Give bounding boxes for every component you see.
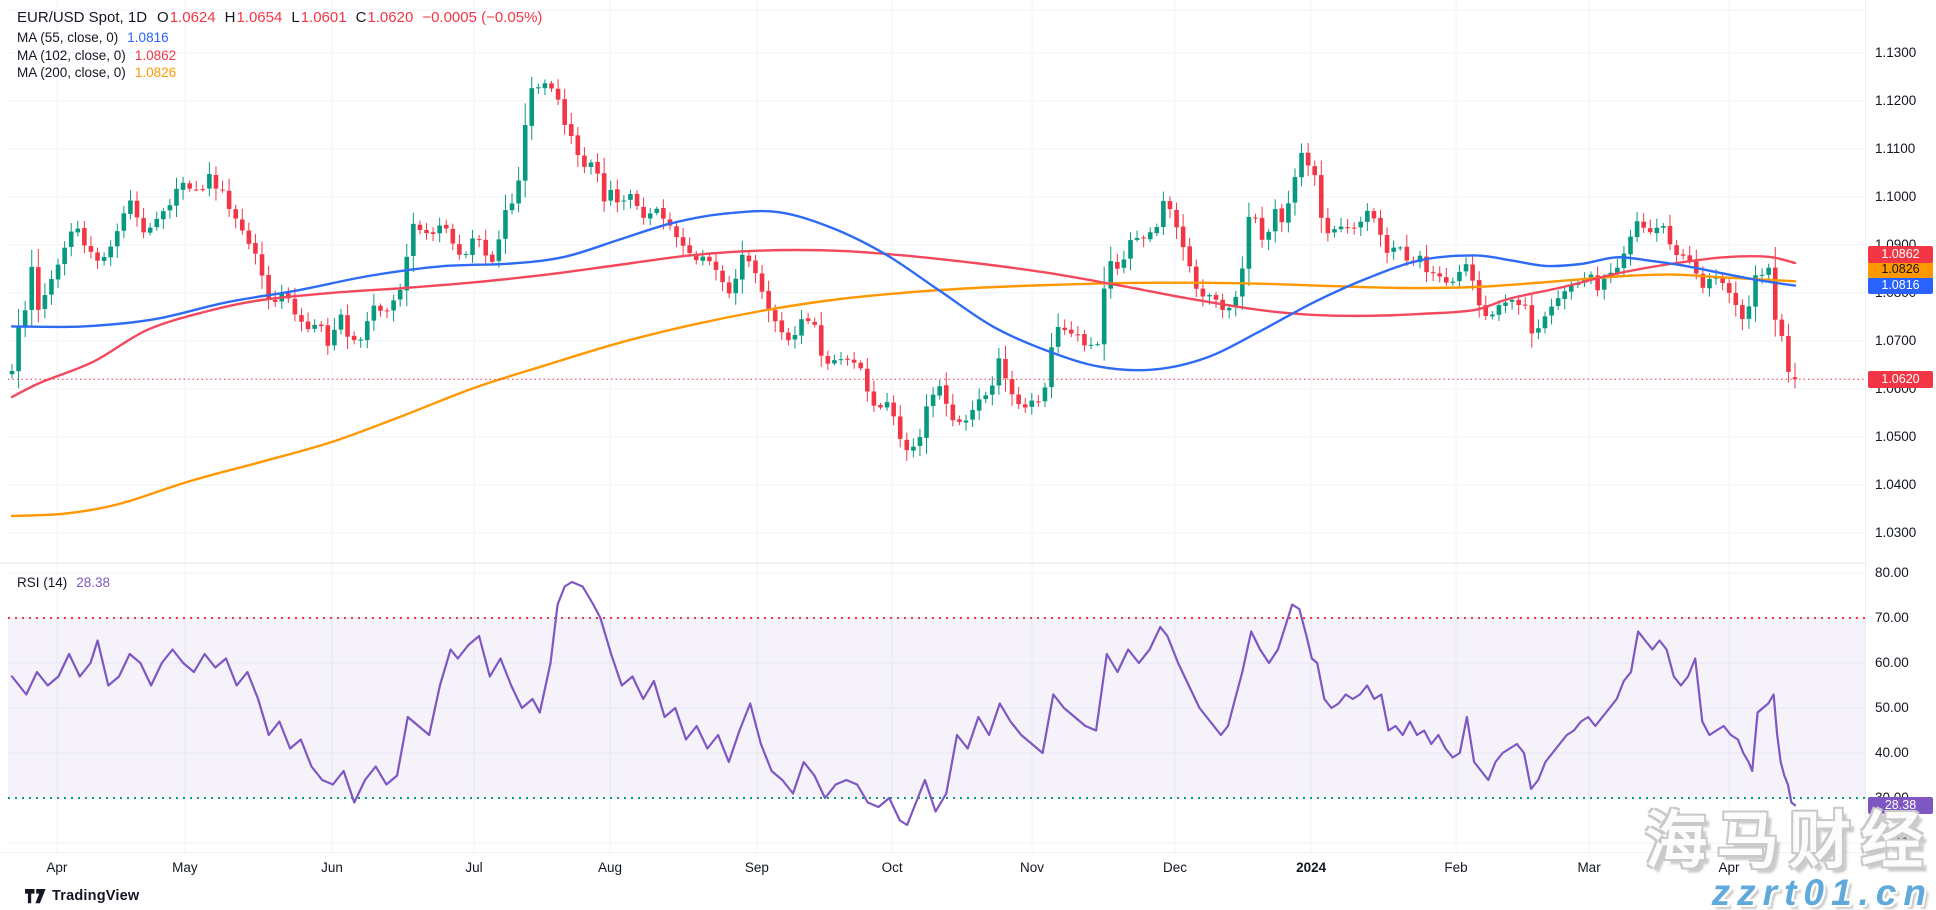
symbol-ohlc-row: EUR/USD Spot, 1D O1.0624 H1.0654 L1.0601…: [17, 9, 542, 30]
gridlines: [8, 0, 1866, 853]
current-price-badge: 1.0620: [1868, 370, 1933, 388]
ma200-label: MA (200, close, 0): [17, 65, 126, 80]
time-axis-label: Nov: [1020, 860, 1045, 875]
time-axis-label: Feb: [1444, 860, 1468, 875]
rsi-axis-label: 20.00: [1875, 835, 1909, 850]
ohlc-open: O1.0624: [157, 9, 216, 26]
time-axis[interactable]: Apr May Jun Jul Aug Sep Oct Nov Dec 2024 Feb Mar Apr: [0, 853, 1936, 884]
symbol-legend: EUR/USD Spot, 1D O1.0624 H1.0654 L1.0601…: [17, 9, 542, 83]
price-axis-label: 1.1000: [1875, 188, 1917, 204]
rsi-band: [8, 617, 1866, 799]
price-axis-label: 1.0400: [1875, 476, 1917, 492]
ma200-line: [10, 273, 1797, 518]
ma102-value: 1.0862: [134, 47, 177, 63]
time-axis-label: Jun: [321, 860, 343, 875]
rsi-axis-label: 60.00: [1875, 655, 1909, 670]
rsi-axis-label: 80.00: [1875, 565, 1909, 580]
time-axis-label: Apr: [46, 860, 68, 875]
time-axis-label: Apr: [1718, 860, 1740, 875]
time-axis-label: Mar: [1577, 860, 1601, 875]
ma55-legend-row[interactable]: MA (55, close, 0) 1.0816: [17, 30, 542, 48]
ma200-value: 1.0826: [134, 65, 177, 80]
ma102-line: [10, 248, 1797, 399]
price-axis-label: 1.1200: [1875, 92, 1917, 108]
ohlc-high: H1.0654: [224, 9, 283, 26]
ma55-label: MA (55, close, 0): [17, 30, 119, 45]
tradingview-logo-icon: [25, 888, 46, 903]
tradingview-logo[interactable]: TradingView: [25, 888, 139, 904]
ma-price-badge: 1.0826: [1868, 261, 1933, 279]
ohlc-close: C1.0620: [355, 9, 414, 26]
time-axis-label: Oct: [881, 860, 903, 875]
chart-footer: TradingView: [0, 884, 1936, 910]
ma102-label: MA (102, close, 0): [17, 47, 126, 63]
ma55-value: 1.0816: [127, 30, 169, 45]
price-axis-label: 1.0300: [1875, 524, 1917, 540]
price-axis-label: 1.0700: [1875, 332, 1917, 348]
rsi-label: RSI (14): [17, 575, 68, 590]
ma-price-badge: 1.0816: [1868, 276, 1933, 294]
price-axis[interactable]: 1.13001.12001.11001.10001.09001.08001.07…: [1866, 0, 1936, 884]
rsi-axis-label: 40.00: [1875, 745, 1909, 760]
rsi-value-badge: 28.38: [1868, 796, 1933, 814]
rsi-axis-label: 50.00: [1875, 700, 1909, 715]
time-axis-label: Sep: [744, 860, 769, 875]
price-axis-label: 1.1100: [1875, 140, 1916, 156]
price-axis-label: 1.1300: [1875, 44, 1917, 60]
time-axis-label: Jul: [465, 860, 483, 875]
rsi-legend-row[interactable]: RSI (14) 28.38: [17, 575, 110, 590]
ma200-legend-row[interactable]: MA (200, close, 0) 1.0826: [17, 65, 542, 83]
time-axis-label: 2024: [1296, 860, 1327, 875]
ma102-legend-row[interactable]: MA (102, close, 0) 1.0862: [17, 48, 542, 66]
candles: [9, 76, 1798, 461]
tradingview-logo-text: TradingView: [52, 888, 140, 904]
time-axis-label: May: [172, 860, 198, 875]
symbol-title[interactable]: EUR/USD Spot, 1D: [17, 9, 148, 26]
rsi-axis-label: 70.00: [1875, 610, 1909, 625]
ohlc-low: L1.0601: [291, 9, 347, 26]
change-value: −0.0005 (−0.05%): [422, 9, 543, 26]
rsi-line: [10, 580, 1797, 827]
ma55-line: [10, 209, 1797, 372]
ma-price-badge: 1.0862: [1868, 245, 1933, 263]
time-axis-label: Aug: [598, 860, 623, 875]
rsi-value: 28.38: [76, 575, 111, 590]
time-axis-label: Dec: [1163, 860, 1188, 875]
price-axis-label: 1.0500: [1875, 428, 1917, 444]
